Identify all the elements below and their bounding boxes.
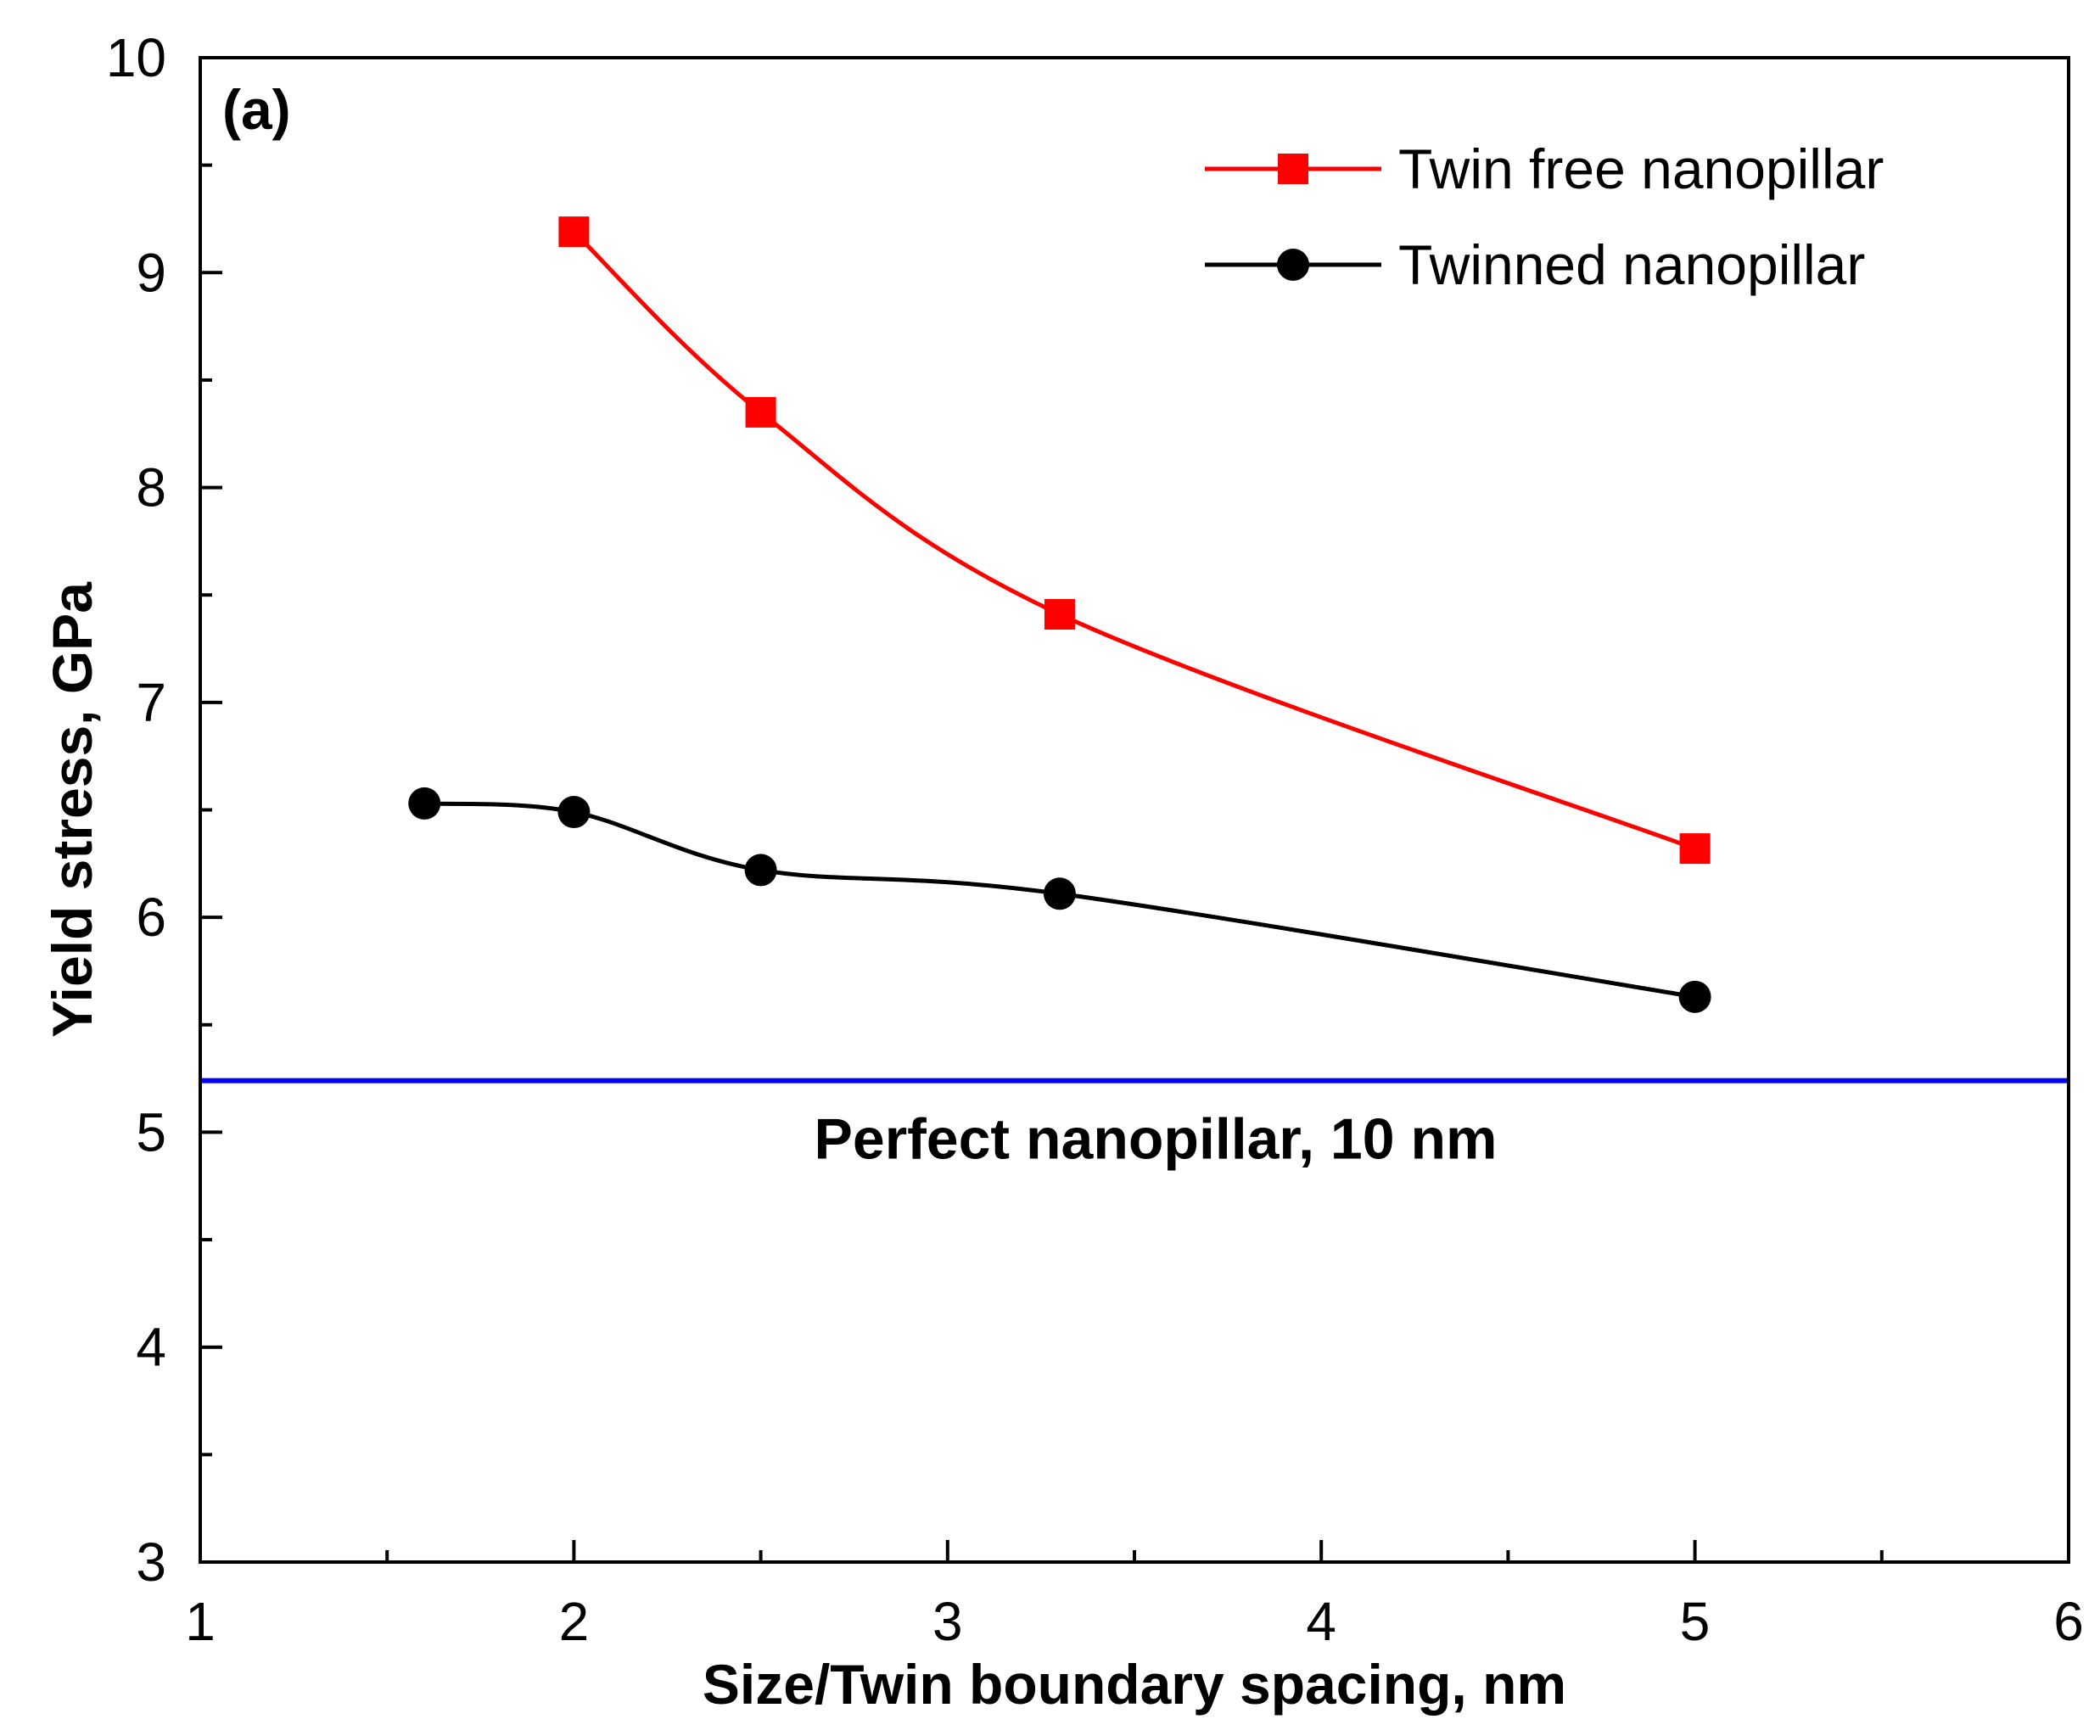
series-group [408, 216, 1711, 1013]
y-axis-title: Yield stress, GPa [41, 581, 104, 1038]
y-tick-label: 5 [136, 1101, 166, 1162]
y-tick-label: 6 [136, 887, 166, 948]
data-point-twinned-nanopillar-0 [408, 787, 441, 820]
series-line-twin-free-nanopillar [572, 230, 1696, 851]
x-tick-label: 3 [932, 1591, 963, 1652]
x-tick-label: 5 [1680, 1591, 1711, 1652]
panel-label: (a) [222, 78, 291, 141]
data-point-twinned-nanopillar-4 [1678, 980, 1711, 1013]
reference-line-label: Perfect nanopillar, 10 nm [815, 1107, 1498, 1172]
y-tick-label: 10 [106, 27, 166, 88]
x-tick-label: 4 [1306, 1591, 1336, 1652]
data-point-twinned-nanopillar-2 [744, 854, 777, 887]
data-point-twinned-nanopillar-3 [1043, 877, 1076, 910]
y-tick-label: 7 [136, 672, 166, 733]
data-point-twin-free-nanopillar-2 [1044, 599, 1075, 630]
x-axis-title: Size/Twin boundary spacing, nm [703, 1653, 1566, 1716]
data-point-twin-free-nanopillar-0 [558, 216, 590, 248]
y-tick-label: 3 [136, 1532, 166, 1593]
data-point-twin-free-nanopillar-3 [1679, 833, 1711, 865]
legend-marker-twinned-nanopillar [1277, 249, 1309, 281]
x-tick-label: 2 [559, 1591, 590, 1652]
y-tick-label: 8 [136, 457, 166, 518]
legend-marker-twin-free-nanopillar [1278, 154, 1308, 184]
legend-label-twin-free-nanopillar: Twin free nanopillar [1398, 137, 1884, 200]
y-tick-label: 9 [136, 242, 166, 303]
x-tick-label: 1 [185, 1591, 216, 1652]
legend: Twin free nanopillar Twinned nanopillar [1205, 137, 1884, 296]
legend-label-twinned-nanopillar: Twinned nanopillar [1398, 233, 1865, 296]
data-point-twinned-nanopillar-1 [557, 796, 591, 829]
data-point-twin-free-nanopillar-1 [745, 396, 776, 428]
x-tick-label: 6 [2053, 1591, 2084, 1652]
y-tick-label: 4 [136, 1317, 166, 1378]
axes-group: 1 2 3 4 5 6 3 4 5 6 7 8 9 10 [106, 27, 2084, 1652]
